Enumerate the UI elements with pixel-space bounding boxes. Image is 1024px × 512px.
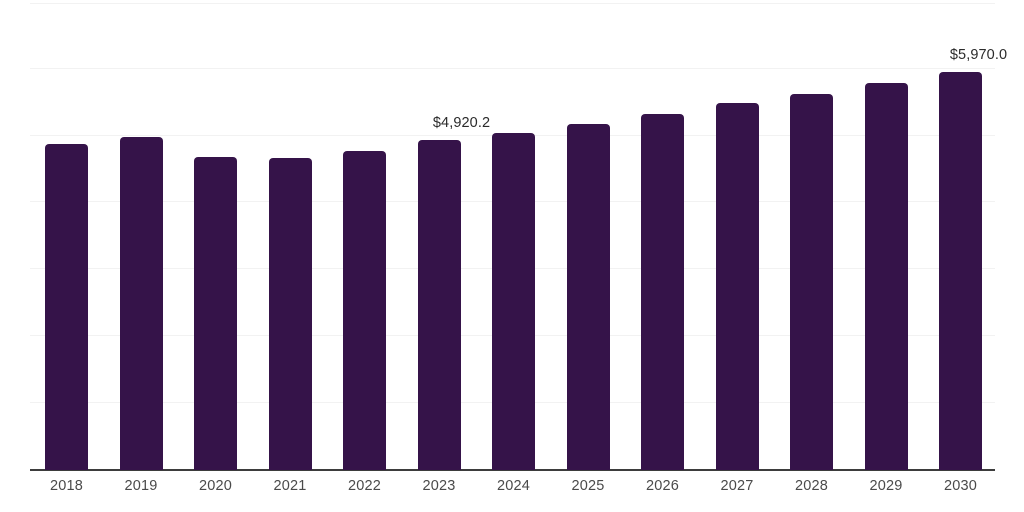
data-label-2023: $4,920.2 bbox=[432, 115, 491, 131]
x-tick-label-2021: 2021 bbox=[273, 478, 307, 494]
bar-2029[interactable] bbox=[864, 83, 908, 470]
x-tick-label-2027: 2027 bbox=[720, 478, 754, 494]
x-tick-label-2022: 2022 bbox=[347, 478, 382, 494]
bar-2028[interactable] bbox=[790, 94, 833, 470]
x-tick-label-2023: 2023 bbox=[422, 478, 456, 494]
bar-2021[interactable] bbox=[268, 158, 312, 470]
x-tick-label-2029: 2029 bbox=[869, 478, 903, 494]
x-tick-label-2026: 2026 bbox=[645, 478, 680, 494]
bar-2027[interactable] bbox=[715, 103, 759, 470]
bar-2022[interactable] bbox=[343, 151, 386, 470]
bar-2026[interactable] bbox=[641, 114, 684, 470]
bar-2023[interactable] bbox=[417, 140, 461, 470]
x-tick-label-2028: 2028 bbox=[794, 478, 829, 494]
bar-2030[interactable] bbox=[939, 72, 982, 470]
bar-2020[interactable] bbox=[194, 157, 237, 470]
data-label-2030: $5,970.0 bbox=[949, 47, 1008, 63]
bars-layer: $4,920.2 $5,970.0 bbox=[45, 47, 1008, 470]
x-tick-label-2024: 2024 bbox=[496, 478, 531, 494]
gridline bbox=[30, 3, 995, 4]
bar-2024[interactable] bbox=[492, 133, 535, 470]
x-tick-label-2030: 2030 bbox=[943, 478, 978, 494]
x-axis-tick-labels: 2018 2019 2020 2021 2022 2023 2024 2025 2026 2027… bbox=[0, 478, 1024, 508]
bar-2025[interactable] bbox=[566, 124, 610, 470]
bar-2019[interactable] bbox=[119, 137, 163, 470]
x-tick-label-2018: 2018 bbox=[49, 478, 84, 494]
gridline bbox=[30, 68, 995, 69]
x-tick-label-2025: 2025 bbox=[571, 478, 605, 494]
x-tick-label-2020: 2020 bbox=[198, 478, 233, 494]
x-tick-label-2019: 2019 bbox=[124, 478, 158, 494]
bar-2018[interactable] bbox=[45, 144, 88, 470]
